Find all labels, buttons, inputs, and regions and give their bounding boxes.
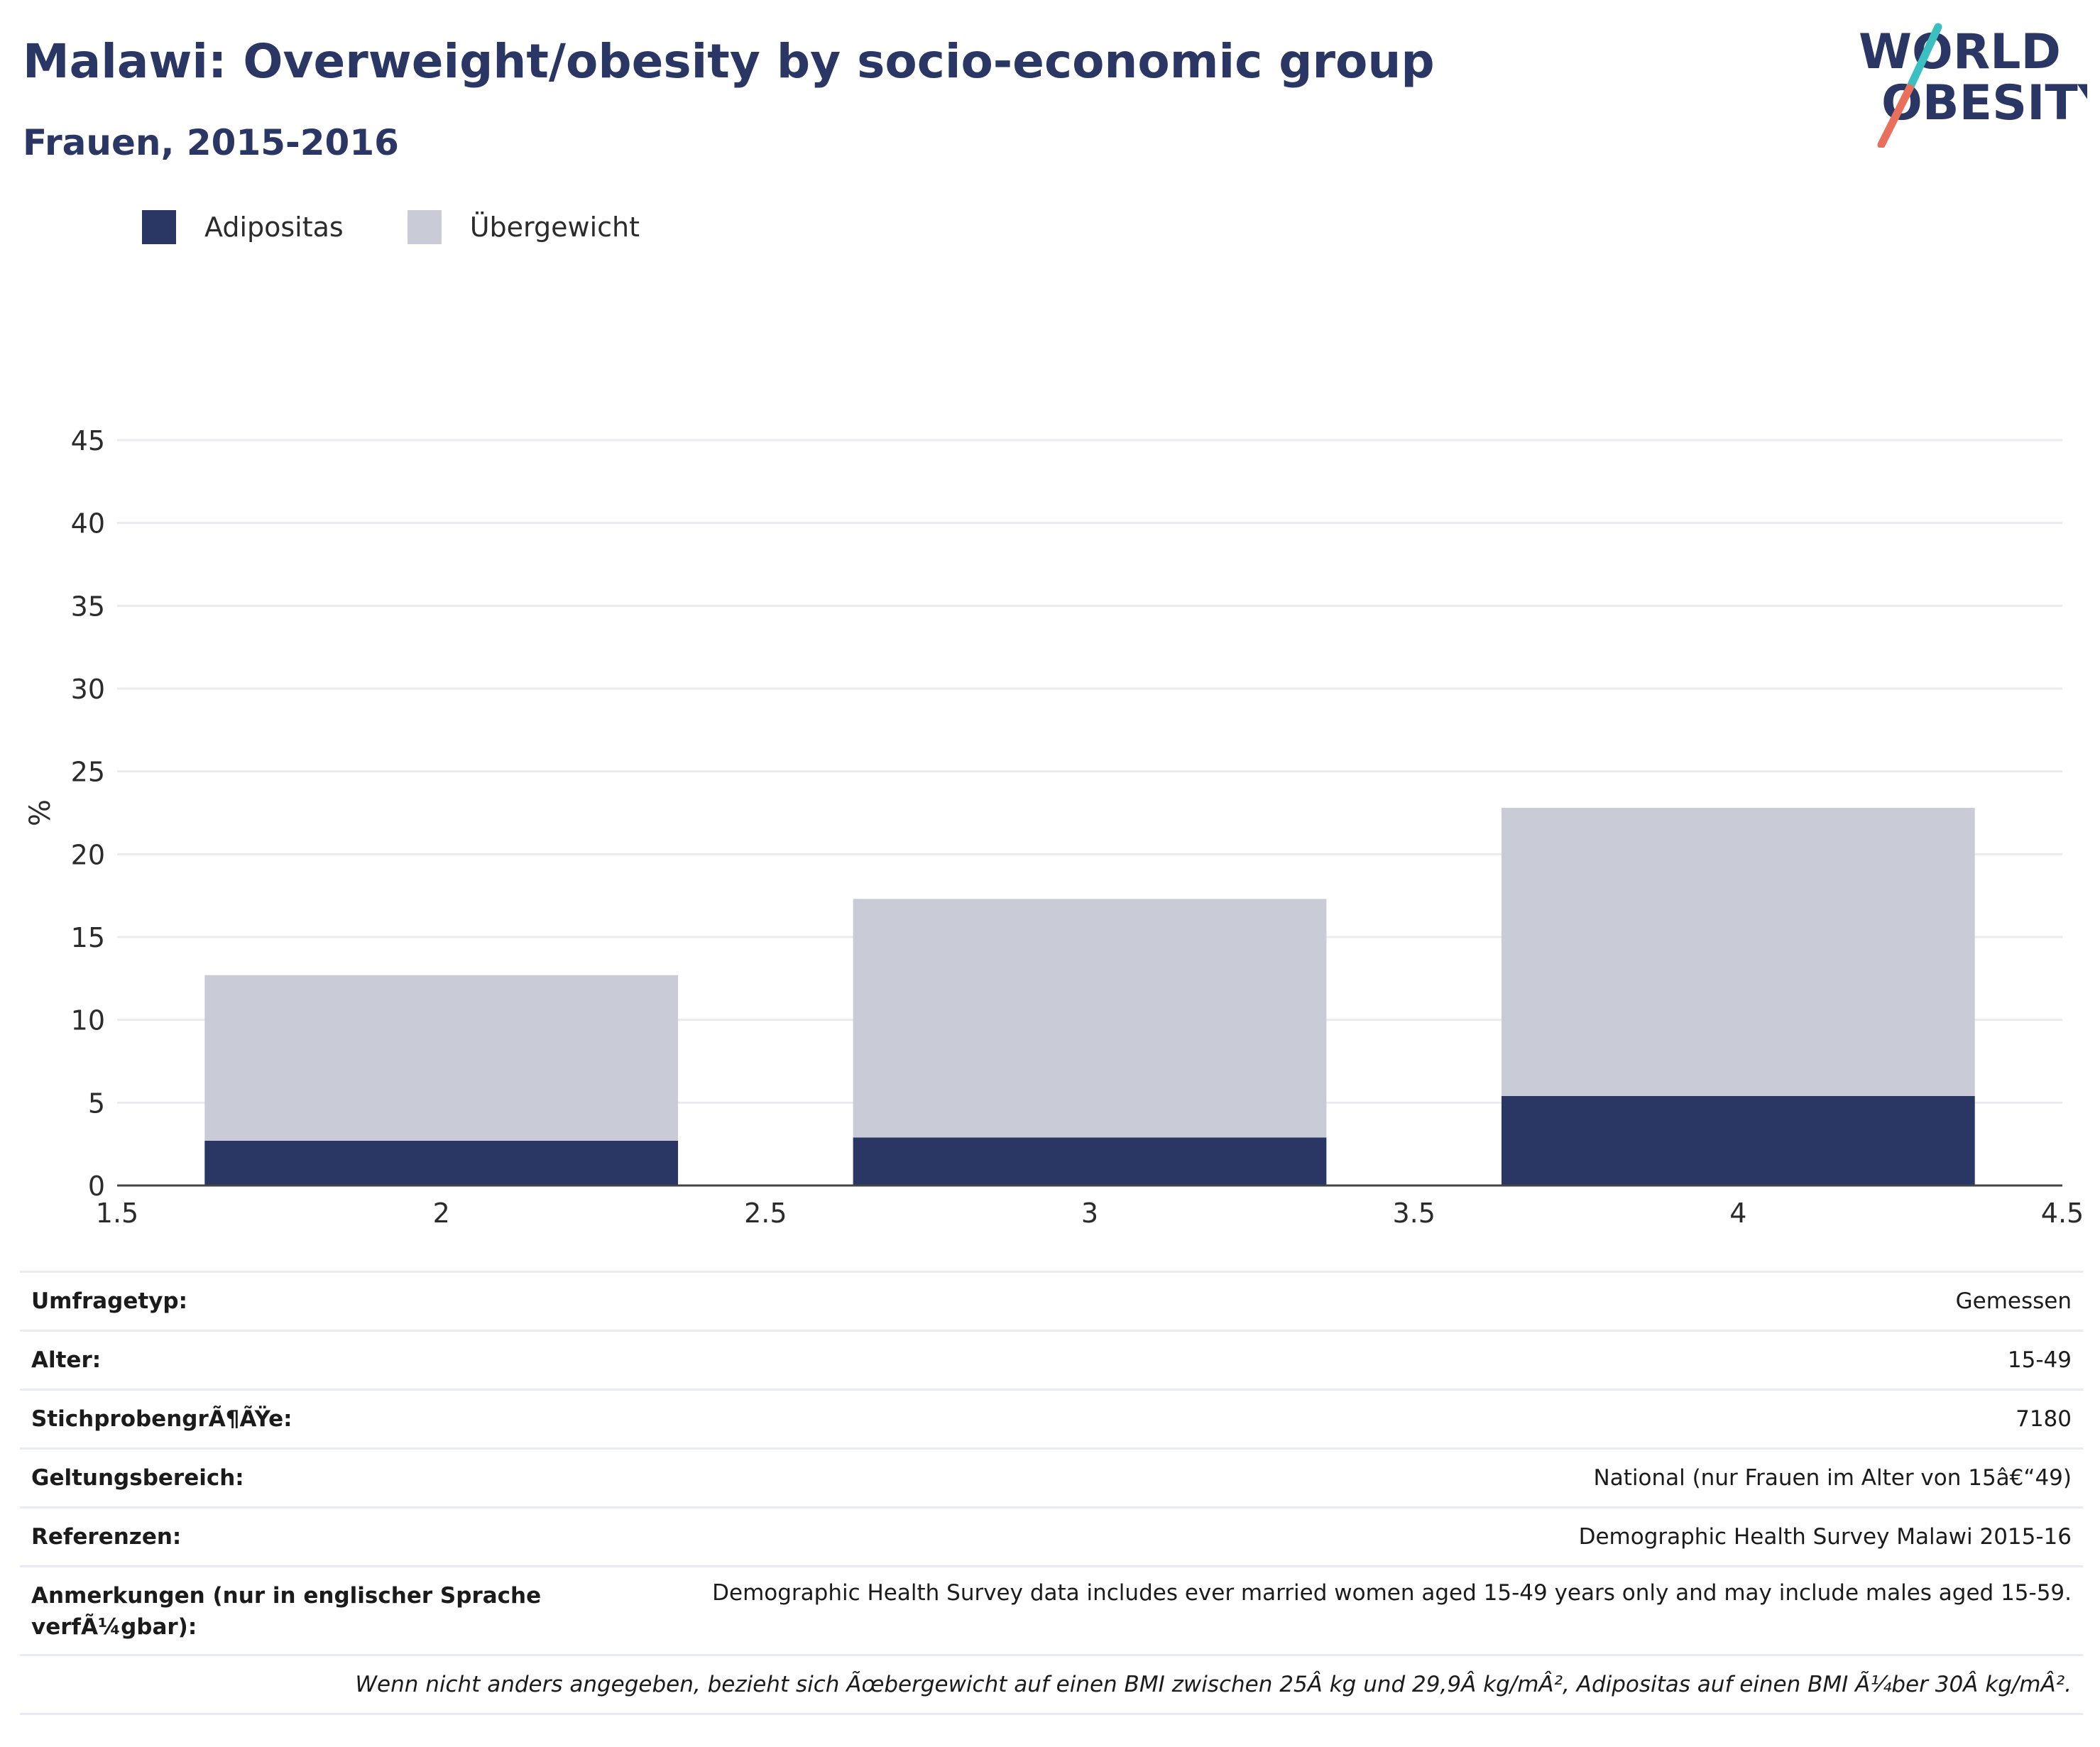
legend-swatch-uebergewicht (407, 210, 442, 244)
bar-uebergewicht (853, 899, 1327, 1138)
info-value: 15-49 (2007, 1347, 2072, 1373)
y-tick-label: 30 (71, 674, 105, 705)
logo-line-world: WORLD (1859, 24, 2061, 80)
info-value: Gemessen (1955, 1288, 2072, 1314)
info-value: Demographic Health Survey Malawi 2015-16 (1578, 1524, 2072, 1550)
x-tick-label: 4.5 (2041, 1198, 2084, 1229)
y-tick-label: 45 (71, 425, 105, 456)
info-row-scope: Geltungsbereich: National (nur Frauen im… (20, 1447, 2083, 1506)
info-value: 7180 (2016, 1406, 2072, 1432)
x-tick-label: 1.5 (96, 1198, 138, 1229)
logo-slash-teal (1905, 23, 1942, 92)
info-row-survey-type: Umfragetyp: Gemessen (20, 1271, 2083, 1330)
info-row-notes: Anmerkungen (nur in englischer Sprache v… (20, 1565, 2083, 1654)
chart-plot-area: 0 5 10 15 20 25 30 35 40 45% 1.5 2 2.5 3 3.5 4 4.5 (24, 425, 2084, 1229)
info-table: Umfragetyp: Gemessen Alter: 15-49 Stichp… (20, 1271, 2083, 1715)
y-tick-label: 10 (71, 1005, 105, 1036)
chart-legend: Adipositas Übergewicht (142, 210, 682, 244)
y-tick-label: 5 (88, 1088, 105, 1119)
footnote: Wenn nicht anders angegeben, bezieht sic… (20, 1654, 2083, 1715)
chart-subtitle: Frauen, 2015-2016 (23, 122, 399, 163)
y-tick-label: 0 (88, 1171, 105, 1202)
bar-uebergewicht (1501, 808, 1975, 1096)
logo-slash-coral (1877, 84, 1914, 149)
legend-item-adipositas[interactable]: Adipositas (142, 210, 344, 244)
info-key: Geltungsbereich: (31, 1465, 244, 1491)
info-key: Anmerkungen (nur in englischer Sprache v… (31, 1583, 542, 1640)
y-axis-label: % (24, 799, 57, 826)
x-tick-label: 4 (1729, 1198, 1746, 1229)
world-obesity-logo: WORLD OBESITY (1853, 20, 2100, 149)
x-tick-label: 3.5 (1392, 1198, 1435, 1229)
legend-label-uebergewicht: Übergewicht (469, 212, 640, 243)
y-tick-label: 40 (71, 508, 105, 540)
info-value: Demographic Health Survey data includes … (712, 1580, 2072, 1606)
bar-adipositas (204, 1141, 679, 1185)
x-tick-label: 3 (1081, 1198, 1098, 1229)
info-value: National (nur Frauen im Alter von 15â€“4… (1593, 1465, 2072, 1491)
logo-line-obesity: OBESITY (1881, 75, 2087, 131)
info-key: Umfragetyp: (31, 1288, 187, 1314)
bar-adipositas (853, 1137, 1327, 1185)
x-tick-label: 2.5 (744, 1198, 787, 1229)
info-key: Referenzen: (31, 1524, 182, 1550)
y-tick-label: 20 (71, 839, 105, 870)
chart-title: Malawi: Overweight/obesity by socio-econ… (23, 34, 1435, 89)
y-tick-label: 15 (71, 922, 105, 953)
bar-adipositas (1501, 1096, 1975, 1185)
legend-swatch-adipositas (142, 210, 176, 244)
legend-label-adipositas: Adipositas (204, 212, 344, 243)
legend-item-uebergewicht[interactable]: Übergewicht (407, 210, 640, 244)
info-key: Alter: (31, 1347, 102, 1373)
bar-uebergewicht (204, 975, 679, 1141)
info-key: StichprobengrÃ¶ÃŸe: (31, 1406, 292, 1432)
info-row-references: Referenzen: Demographic Health Survey Ma… (20, 1506, 2083, 1565)
info-row-age: Alter: 15-49 (20, 1330, 2083, 1389)
y-tick-label: 35 (71, 591, 105, 622)
x-tick-label: 2 (433, 1198, 450, 1229)
info-row-sample-size: StichprobengrÃ¶ÃŸe: 7180 (20, 1389, 2083, 1447)
y-tick-label: 25 (71, 757, 105, 788)
